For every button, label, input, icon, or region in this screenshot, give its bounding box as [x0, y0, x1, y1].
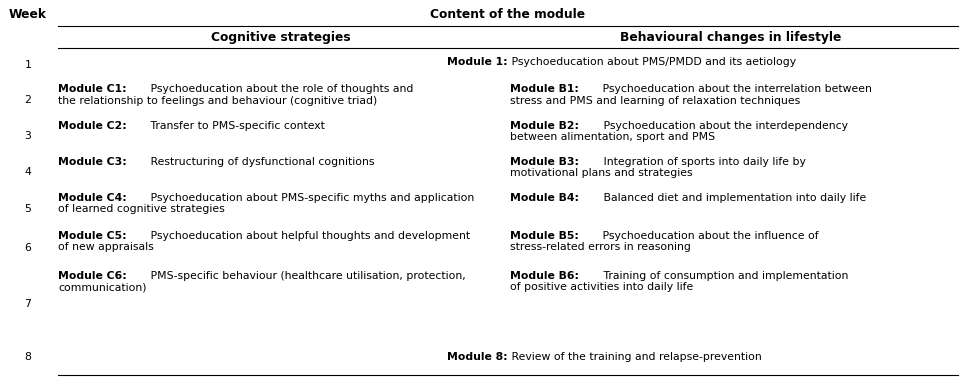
Text: Restructuring of dysfunctional cognitions: Restructuring of dysfunctional cognition… — [147, 157, 375, 167]
Text: Module 8:: Module 8: — [447, 352, 508, 362]
Text: Module B3:: Module B3: — [510, 157, 579, 167]
Text: Content of the module: Content of the module — [431, 7, 585, 21]
Text: of learned cognitive strategies: of learned cognitive strategies — [58, 204, 225, 215]
Text: Transfer to PMS-specific context: Transfer to PMS-specific context — [147, 121, 325, 131]
Text: 7: 7 — [24, 299, 32, 309]
Text: Module B2:: Module B2: — [510, 121, 579, 131]
Text: Psychoeducation about the interrelation between: Psychoeducation about the interrelation … — [600, 84, 872, 94]
Text: Behavioural changes in lifestyle: Behavioural changes in lifestyle — [620, 30, 842, 44]
Text: Review of the training and relapse-prevention: Review of the training and relapse-preve… — [508, 352, 762, 362]
Text: Psychoeducation about the interdependency: Psychoeducation about the interdependenc… — [600, 121, 847, 131]
Text: Psychoeducation about the influence of: Psychoeducation about the influence of — [600, 231, 819, 241]
Text: 5: 5 — [24, 204, 32, 214]
Text: stress-related errors in reasoning: stress-related errors in reasoning — [510, 243, 691, 252]
Text: the relationship to feelings and behaviour (cognitive triad): the relationship to feelings and behavio… — [58, 96, 377, 106]
Text: Psychoeducation about PMS/PMDD and its aetiology: Psychoeducation about PMS/PMDD and its a… — [508, 57, 796, 67]
Text: Module C2:: Module C2: — [58, 121, 126, 131]
Text: Module B4:: Module B4: — [510, 193, 579, 203]
Text: 4: 4 — [24, 167, 32, 177]
Text: of positive activities into daily life: of positive activities into daily life — [510, 282, 693, 292]
Text: Module B6:: Module B6: — [510, 271, 579, 281]
Text: Psychoeducation about PMS-specific myths and application: Psychoeducation about PMS-specific myths… — [147, 193, 474, 203]
Text: Training of consumption and implementation: Training of consumption and implementati… — [600, 271, 848, 281]
Text: 1: 1 — [24, 60, 32, 70]
Text: Week: Week — [9, 7, 47, 21]
Text: stress and PMS and learning of relaxation techniques: stress and PMS and learning of relaxatio… — [510, 96, 800, 106]
Text: Module B5:: Module B5: — [510, 231, 578, 241]
Text: communication): communication) — [58, 282, 147, 292]
Text: Balanced diet and implementation into daily life: Balanced diet and implementation into da… — [600, 193, 866, 203]
Text: Module C4:: Module C4: — [58, 193, 126, 203]
Text: 8: 8 — [24, 353, 32, 362]
Text: Module C3:: Module C3: — [58, 157, 126, 167]
Text: Module C6:: Module C6: — [58, 271, 126, 281]
Text: 6: 6 — [24, 243, 32, 253]
Text: Module C5:: Module C5: — [58, 231, 126, 241]
Text: 3: 3 — [24, 131, 32, 141]
Text: Psychoeducation about helpful thoughts and development: Psychoeducation about helpful thoughts a… — [147, 231, 470, 241]
Text: of new appraisals: of new appraisals — [58, 243, 153, 252]
Text: 2: 2 — [24, 95, 32, 105]
Text: between alimentation, sport and PMS: between alimentation, sport and PMS — [510, 133, 715, 142]
Text: Module 1:: Module 1: — [447, 57, 508, 67]
Text: Cognitive strategies: Cognitive strategies — [211, 30, 350, 44]
Text: PMS-specific behaviour (healthcare utilisation, protection,: PMS-specific behaviour (healthcare utili… — [147, 271, 466, 281]
Text: motivational plans and strategies: motivational plans and strategies — [510, 168, 692, 179]
Text: Module B1:: Module B1: — [510, 84, 578, 94]
Text: Module C1:: Module C1: — [58, 84, 126, 94]
Text: Integration of sports into daily life by: Integration of sports into daily life by — [600, 157, 806, 167]
Text: Psychoeducation about the role of thoughts and: Psychoeducation about the role of though… — [147, 84, 414, 94]
